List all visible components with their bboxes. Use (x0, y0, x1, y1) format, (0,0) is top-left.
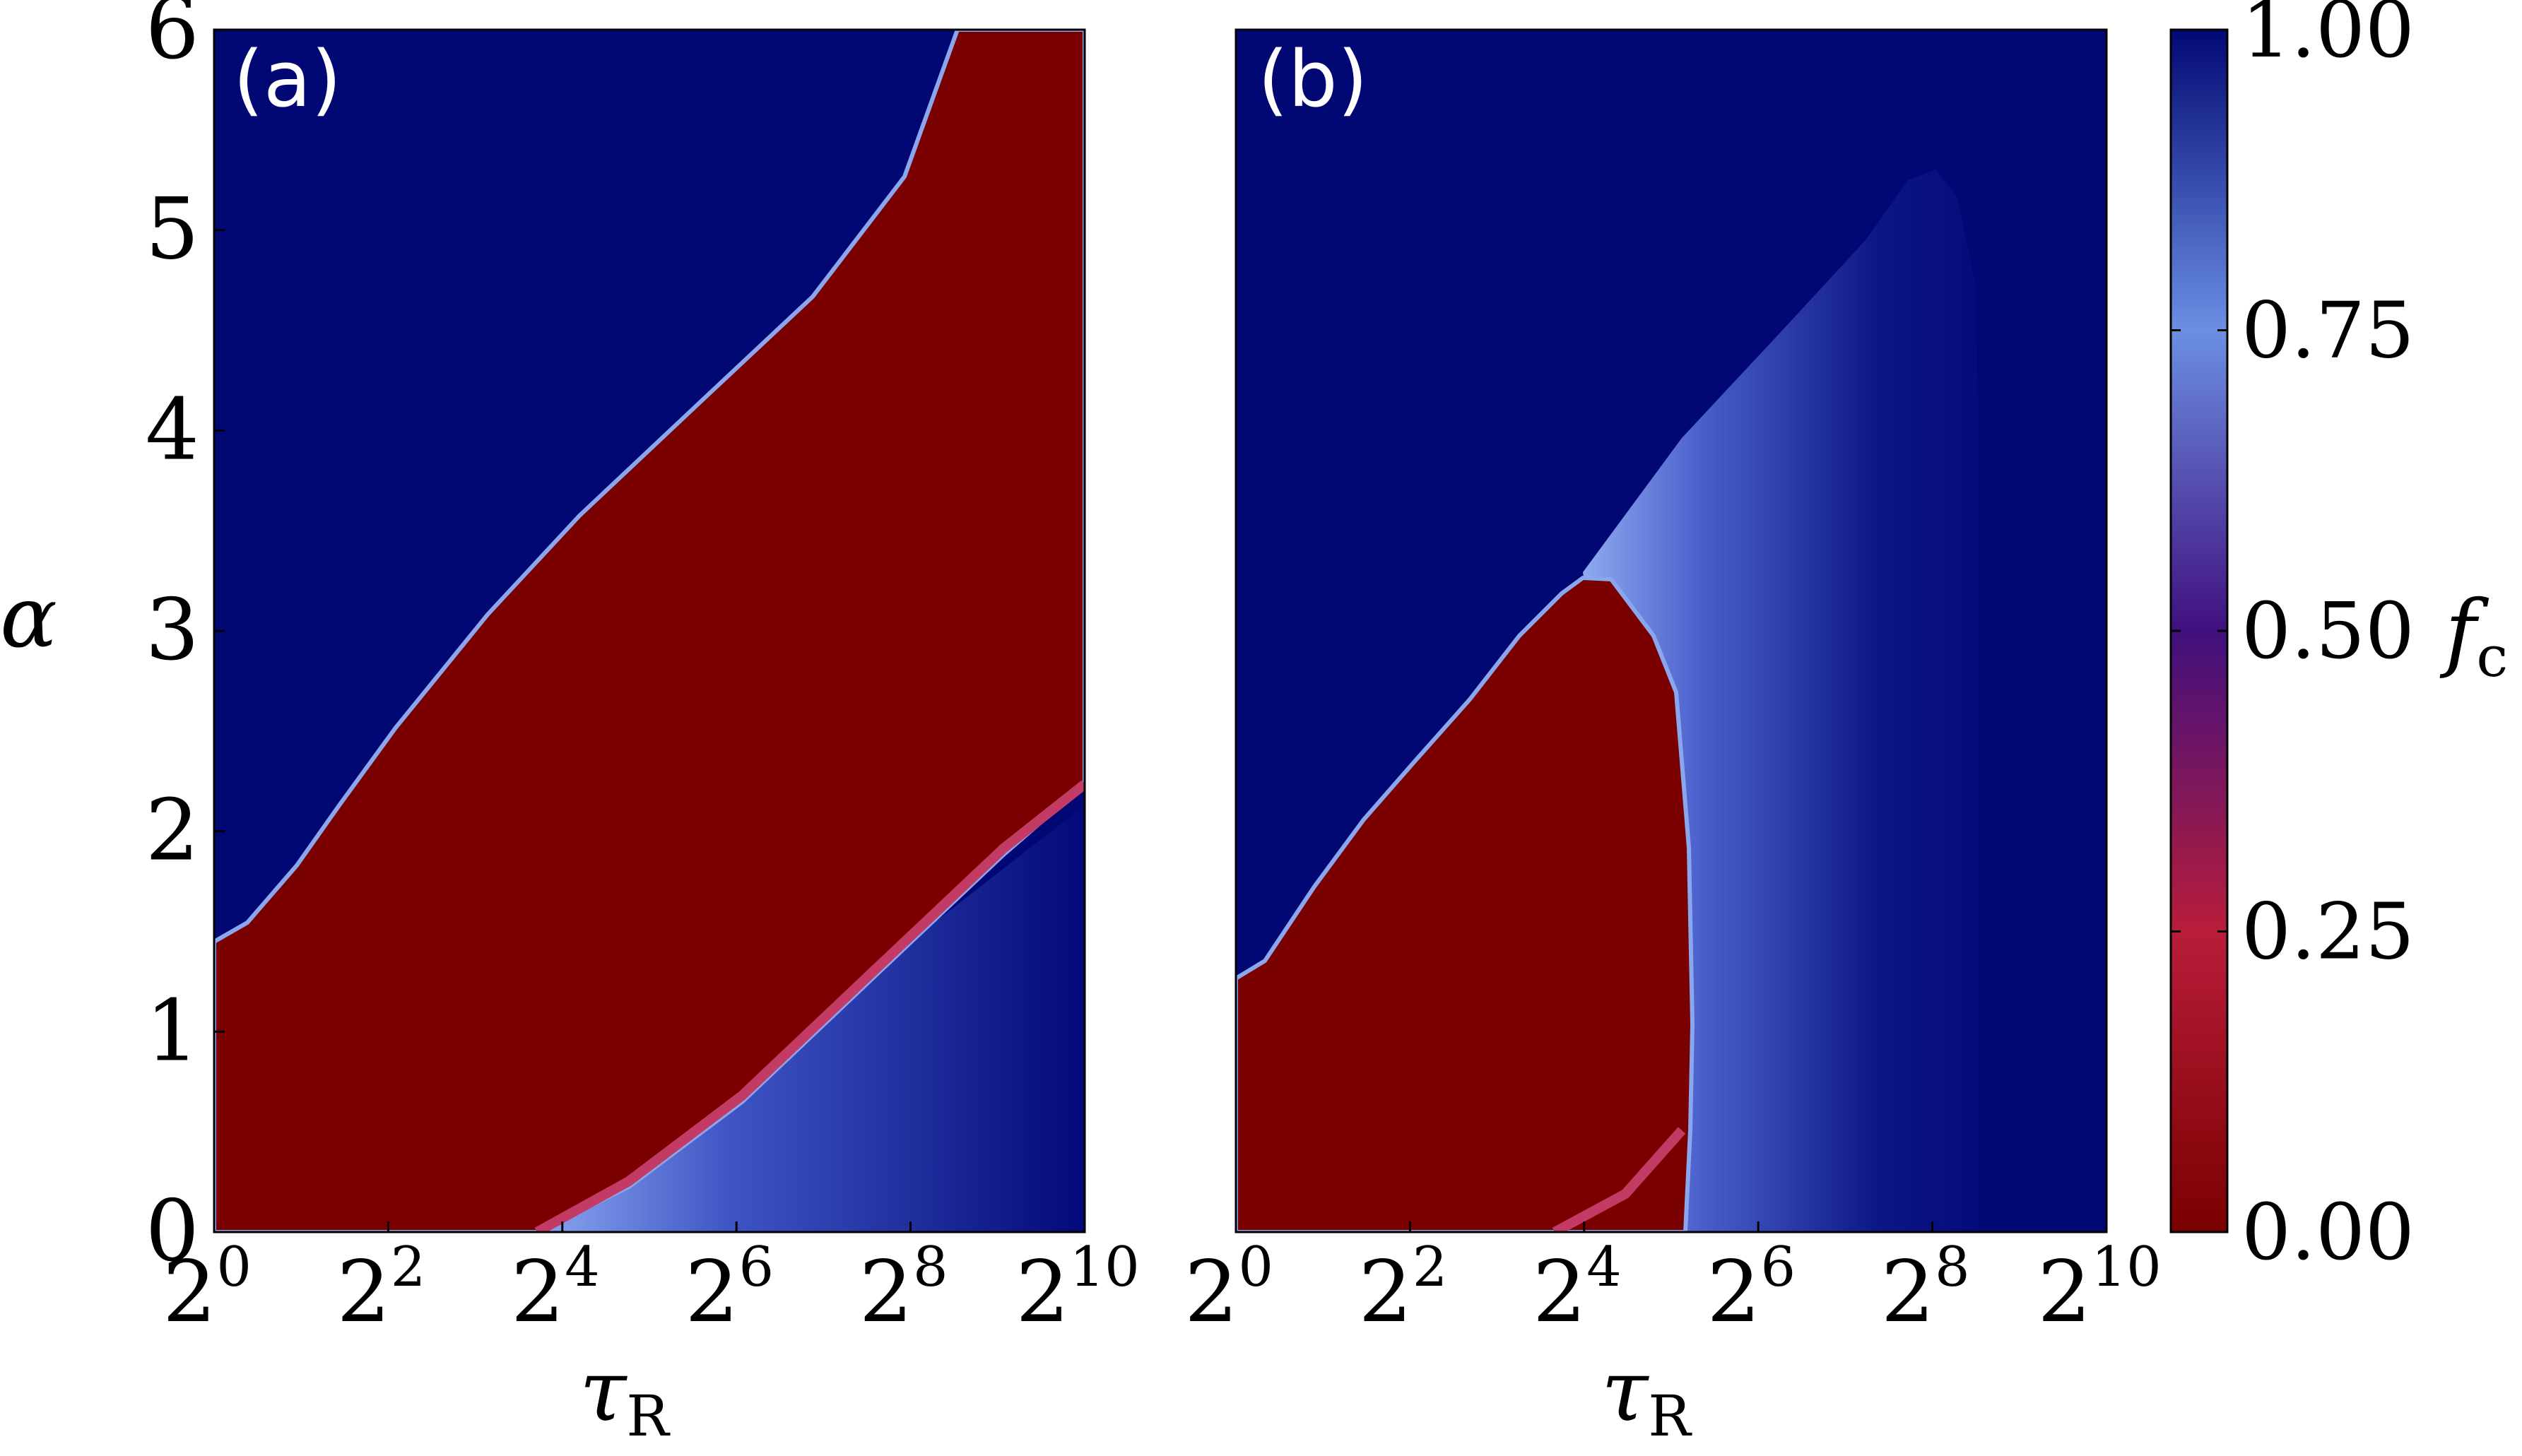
panel-b-label: (b) (1258, 34, 1368, 124)
panel-a: (a) 0 1 2 3 4 5 6 20 22 24 26 28 210 α τR (0, 0, 1140, 1449)
x-tick-label: 24 (1533, 1236, 1622, 1342)
x-tick-label: 22 (1358, 1236, 1447, 1342)
panel-b-x-label-sub: R (1648, 1383, 1692, 1449)
panel-b-x-label: τR (1601, 1342, 1692, 1449)
colorbar-tick-label: 0.25 (2241, 887, 2415, 977)
x-tick-label: 20 (1184, 1236, 1273, 1342)
colorbar-label: fc (2439, 583, 2508, 689)
panel-a-edge-band (534, 780, 1085, 1232)
x-tick-label: 26 (1707, 1236, 1796, 1342)
colorbar-tick-label: 0.50 (2241, 586, 2415, 676)
x-tick-label: 20 (163, 1236, 252, 1342)
x-tick-label: 22 (336, 1236, 425, 1342)
panel-a-label: (a) (233, 34, 341, 124)
x-tick-label: 24 (511, 1236, 600, 1342)
y-tick-label: 3 (146, 581, 199, 680)
panel-b-edge-band (1552, 1127, 1686, 1232)
y-tick-label: 1 (146, 982, 199, 1080)
panel-b: (b) 20 22 24 26 28 210 τR (1184, 28, 2162, 1449)
panel-a-x-label: τR (579, 1342, 671, 1449)
panel-a-x-ticks: 20 22 24 26 28 210 (163, 1221, 1140, 1342)
panel-b-x-label-main: τ (1601, 1342, 1649, 1440)
y-tick-label: 0 (146, 1183, 199, 1281)
x-tick-label: 26 (685, 1236, 774, 1342)
y-tick-label: 2 (146, 782, 199, 880)
panel-a-y-ticks: 0 1 2 3 4 5 6 (146, 0, 225, 1281)
colorbar-tick-label: 0.75 (2241, 285, 2415, 376)
y-tick-label: 4 (146, 381, 199, 479)
panel-a-x-label-main: τ (579, 1342, 627, 1440)
panel-b-lobe-region (1236, 575, 1695, 1232)
x-tick-label: 28 (1881, 1236, 1970, 1342)
colorbar-tick-label: 1.00 (2241, 0, 2415, 75)
panel-a-y-label: α (0, 569, 57, 667)
colorbar: 0.00 0.25 0.50 0.75 1.00 fc (2169, 0, 2508, 1277)
y-tick-label: 6 (146, 0, 199, 78)
panel-b-frame (1235, 28, 2108, 1233)
x-tick-label: 210 (1015, 1236, 1140, 1342)
x-tick-label: 210 (2037, 1236, 2162, 1342)
colorbar-tick-label: 0.00 (2241, 1187, 2415, 1277)
x-tick-label: 28 (859, 1236, 948, 1342)
colorbar-label-sub: c (2476, 624, 2508, 689)
colorbar-ticks: 0.00 0.25 0.50 0.75 1.00 (2171, 0, 2415, 1277)
panel-b-x-ticks: 20 22 24 26 28 210 (1184, 1221, 2162, 1342)
panel-a-x-label-sub: R (626, 1383, 671, 1449)
y-tick-label: 5 (146, 181, 199, 279)
